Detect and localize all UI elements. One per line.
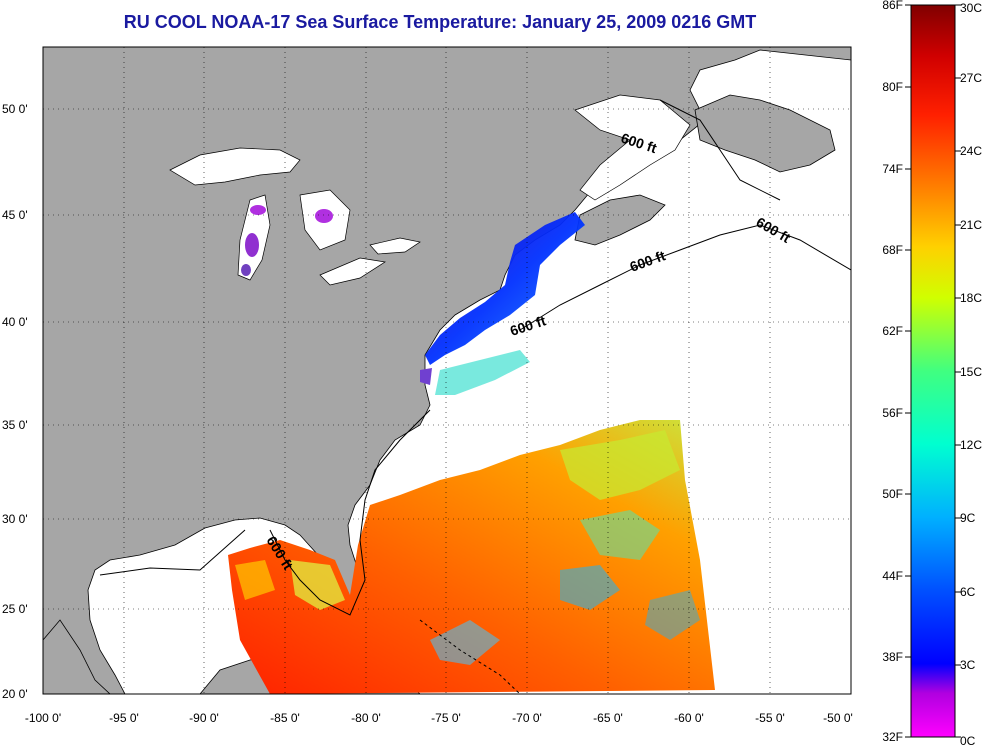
cb-f-label: 50F <box>882 487 903 501</box>
sst-cold-band <box>425 212 585 365</box>
lat-label: 25 0' <box>2 602 28 616</box>
lon-label: -100 0' <box>25 711 61 725</box>
lon-label: -75 0' <box>431 711 461 725</box>
lake-superior <box>169 147 301 186</box>
lat-label: 35 0' <box>2 418 28 432</box>
cb-c-label: 24C <box>960 144 982 158</box>
cb-f-label: 80F <box>882 80 903 94</box>
cb-f-label: 62F <box>882 324 903 338</box>
cb-f-label: 38F <box>882 650 903 664</box>
cb-f-label: 74F <box>882 162 903 176</box>
cb-c-label: 9C <box>960 511 976 525</box>
lat-label: 50 0' <box>2 102 28 116</box>
cb-f-label: 56F <box>882 406 903 420</box>
lat-label: 20 0' <box>2 687 28 701</box>
lake-ontario <box>369 237 421 255</box>
cb-c-label: 12C <box>960 438 982 452</box>
yucatan-land <box>43 619 111 694</box>
newfoundland-land <box>694 94 836 173</box>
lon-label: -60 0' <box>674 711 704 725</box>
lake-erie <box>319 257 386 286</box>
lon-label: -85 0' <box>270 711 300 725</box>
lon-label: -95 0' <box>109 711 139 725</box>
lon-label: -70 0' <box>512 711 542 725</box>
cb-f-label: 44F <box>882 569 903 583</box>
colorbar <box>910 4 956 738</box>
cb-c-label: 18C <box>960 291 982 305</box>
lon-label: -80 0' <box>351 711 381 725</box>
cb-f-label: 86F <box>882 0 903 12</box>
cb-c-label: 27C <box>960 71 982 85</box>
cb-c-label: 0C <box>960 734 976 748</box>
cb-c-label: 30C <box>960 1 982 15</box>
cb-c-label: 15C <box>960 365 982 379</box>
cb-f-label: 68F <box>882 243 903 257</box>
contour-600ft <box>519 224 851 331</box>
lon-label: -90 0' <box>189 711 219 725</box>
lat-label: 30 0' <box>2 512 28 526</box>
chart-title: RU COOL NOAA-17 Sea Surface Temperature:… <box>123 12 757 32</box>
cb-c-label: 3C <box>960 658 976 672</box>
lon-label: -65 0' <box>593 711 623 725</box>
lon-label: -55 0' <box>755 711 785 725</box>
cb-c-label: 6C <box>960 585 976 599</box>
cb-f-label: 32F <box>882 730 903 744</box>
map-frame <box>42 46 852 695</box>
colorbar-fahrenheit-labels: 86F 80F 74F 68F 62F 56F 50F 44F 38F 32F <box>882 0 903 744</box>
lat-label: 40 0' <box>2 315 28 329</box>
cb-c-label: 21C <box>960 218 982 232</box>
latitude-axis: 50 0' 45 0' 40 0' 35 0' 30 0' 25 0' 20 0… <box>2 102 28 701</box>
lon-label: -50 0' <box>823 711 853 725</box>
lat-label: 45 0' <box>2 208 28 222</box>
colorbar-celsius-labels: 30C 27C 24C 21C 18C 15C 12C 9C 6C 3C 0C <box>960 1 982 748</box>
colorbar-ticks <box>905 4 961 738</box>
nova-scotia-land <box>574 194 666 246</box>
longitude-axis: -100 0' -95 0' -90 0' -85 0' -80 0' -75 … <box>25 711 853 725</box>
